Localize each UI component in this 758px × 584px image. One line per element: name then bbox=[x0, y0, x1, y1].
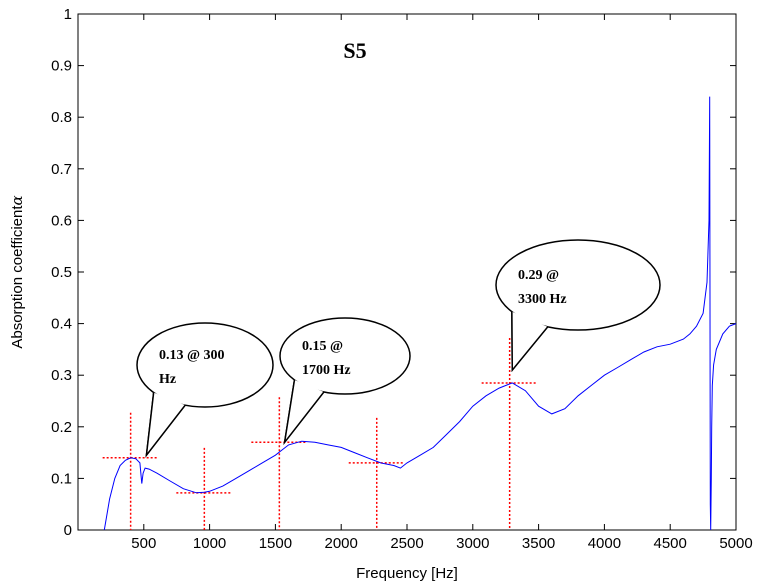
y-axis-label-text: Absorption coefficient bbox=[9, 205, 26, 349]
callout-pointer-fill bbox=[146, 392, 186, 456]
x-tick-label: 3000 bbox=[456, 535, 489, 552]
callout-bubble: 0.13 @ 300 Hz bbox=[136, 322, 274, 458]
callout-ellipse bbox=[495, 239, 661, 331]
callout-ellipse bbox=[279, 317, 411, 395]
x-tick-label: 4000 bbox=[588, 535, 621, 552]
x-tick-label: 1000 bbox=[193, 535, 226, 552]
callout-text: 1700 Hz bbox=[302, 363, 351, 378]
chart-title: S5 bbox=[343, 38, 366, 63]
x-tick-label: 2500 bbox=[390, 535, 423, 552]
y-tick-label: 0.7 bbox=[51, 161, 72, 178]
y-tick-label: 0.2 bbox=[51, 419, 72, 436]
callout-text: Hz bbox=[159, 372, 176, 387]
x-tick-label: 500 bbox=[131, 535, 156, 552]
y-tick-label: 0 bbox=[64, 522, 72, 539]
callout-ellipse bbox=[136, 322, 274, 408]
x-tick-label: 4500 bbox=[654, 535, 687, 552]
callout-text: 0.13 @ 300 bbox=[159, 348, 225, 363]
y-axis-label-symbol: α bbox=[8, 195, 26, 205]
peak-marker bbox=[251, 397, 308, 530]
x-tick-label: 3500 bbox=[522, 535, 555, 552]
y-tick-label: 1 bbox=[64, 6, 72, 23]
ticks-layer: 500 1000 1500 2000 2500 3000 3500 4000 4500 5000 0… bbox=[51, 6, 753, 552]
callout-text: 0.29 @ bbox=[518, 268, 559, 283]
callout-text: 0.15 @ bbox=[302, 339, 343, 354]
x-tick-label: 2000 bbox=[325, 535, 358, 552]
callout-pointer-fill bbox=[511, 311, 548, 371]
callout-pointer-outline bbox=[511, 311, 549, 373]
callout-bubble: 0.15 @ 1700 Hz bbox=[279, 317, 411, 446]
y-axis-label: Absorption coefficientα bbox=[8, 195, 26, 348]
y-tick-label: 0.1 bbox=[51, 470, 72, 487]
x-tick-label: 1500 bbox=[259, 535, 292, 552]
y-tick-label: 0.9 bbox=[51, 58, 72, 75]
y-tick-label: 0.3 bbox=[51, 367, 72, 384]
y-tick-label: 0.5 bbox=[51, 264, 72, 281]
callout-pointer-fill bbox=[284, 379, 324, 443]
y-tick-label: 0.8 bbox=[51, 109, 72, 126]
callout-pointer-outline bbox=[283, 379, 325, 446]
peak-marker bbox=[481, 337, 538, 530]
callout-text: 3300 Hz bbox=[518, 292, 567, 307]
series-line bbox=[103, 96, 737, 531]
x-axis-label: Frequency [Hz] bbox=[356, 565, 458, 582]
y-tick-label: 0.6 bbox=[51, 212, 72, 229]
x-tick-label: 5000 bbox=[719, 535, 752, 552]
peak-marker bbox=[348, 417, 405, 530]
callout-pointer-outline bbox=[145, 392, 186, 458]
peak-marker bbox=[176, 447, 233, 530]
callouts-layer: 0.13 @ 300 Hz 0.15 @ 1700 Hz 0.29 @ 3300 Hz bbox=[136, 239, 661, 458]
callout-bubble: 0.29 @ 3300 Hz bbox=[495, 239, 661, 373]
y-tick-label: 0.4 bbox=[51, 316, 72, 333]
